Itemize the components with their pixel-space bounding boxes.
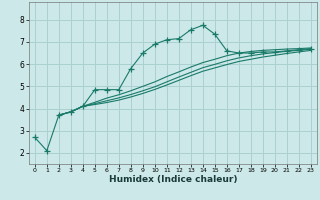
X-axis label: Humidex (Indice chaleur): Humidex (Indice chaleur)	[108, 175, 237, 184]
